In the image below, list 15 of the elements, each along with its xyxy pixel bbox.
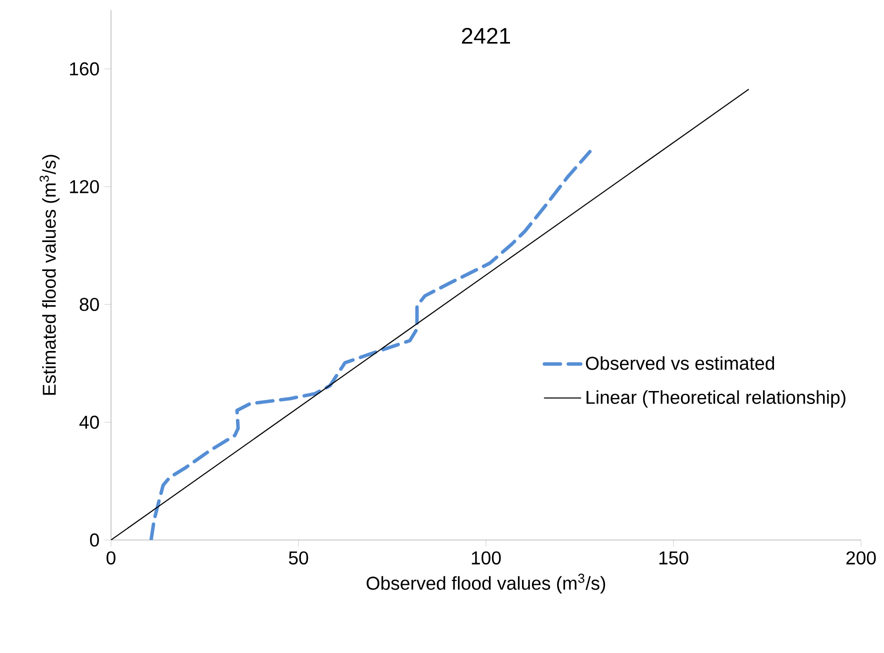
x-axis-title: Observed flood values (m$^{3}$/s) [366, 574, 606, 594]
y-tick-label: 80 [80, 298, 99, 312]
y-tick-label: 160 [70, 62, 99, 76]
x-tick-label: 100 [472, 551, 501, 565]
x-tick-label: 150 [659, 551, 688, 565]
legend-label: Observed vs estimated [586, 356, 774, 370]
x-tick-label: 50 [288, 551, 308, 565]
legend-label: Linear (Theoretical relationship) [586, 390, 846, 408]
text: 2421 [462, 28, 510, 44]
x-tick-label: 200 [846, 551, 876, 565]
y-tick-label: 120 [70, 180, 99, 194]
y-tick-label: 40 [79, 416, 99, 429]
x-tick-label: 0 [106, 551, 116, 565]
y-axis-title: Estimated flood values (m$^{3}$/s) [40, 154, 60, 395]
y-tick-label: 0 [90, 533, 99, 547]
